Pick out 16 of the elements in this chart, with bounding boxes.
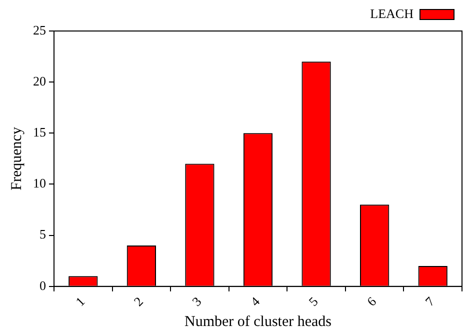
x-tick-label: 1 [72,294,88,310]
x-tick-label: 2 [130,294,146,310]
x-tick-label: 7 [422,293,438,310]
y-tick-label: 10 [33,176,46,191]
y-axis-title: Frequency [8,126,25,190]
x-tick-label: 3 [189,294,204,310]
x-tick-label: 6 [364,293,380,310]
y-tick-label: 5 [40,226,46,242]
y-tick-label: 15 [33,124,46,140]
y-tick-label: 20 [33,73,46,88]
y-tick-label: 0 [40,278,46,293]
x-tick-label: 4 [247,293,263,310]
y-tick-label: 25 [33,22,46,38]
x-axis-title: Number of cluster heads [184,314,332,330]
x-tick-label: 5 [306,294,321,310]
legend-label: LEACH [370,6,414,21]
